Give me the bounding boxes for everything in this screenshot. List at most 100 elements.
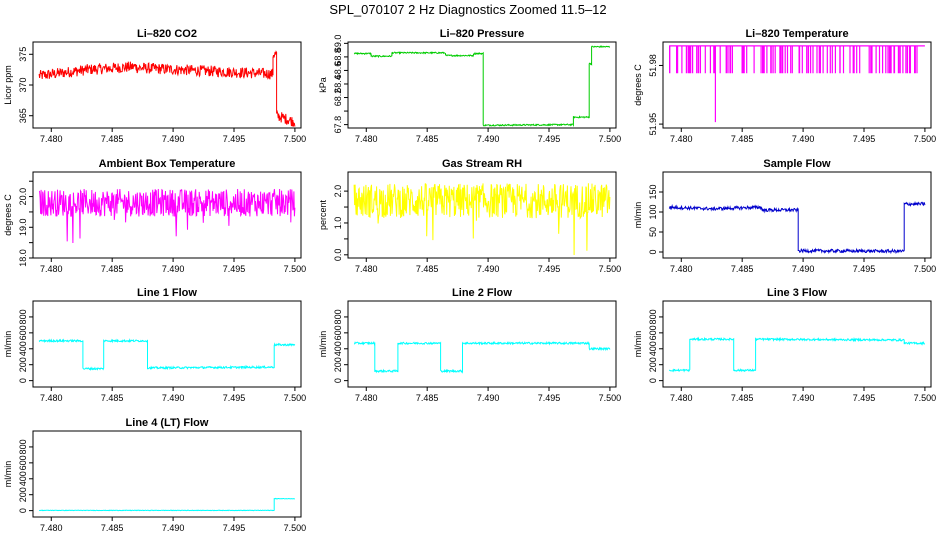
x-tick-label: 7.495	[223, 264, 246, 274]
panel-title: Gas Stream RH	[442, 158, 522, 170]
x-tick-label: 7.490	[477, 264, 500, 274]
y-tick-label: 100	[648, 204, 658, 219]
x-tick-label: 7.500	[599, 393, 622, 403]
y-tick-label: 51.95	[648, 113, 658, 136]
x-tick-label: 7.495	[853, 393, 876, 403]
y-tick-label: 365	[18, 108, 28, 123]
x-tick-label: 7.485	[101, 523, 124, 533]
series-line	[38, 338, 296, 372]
x-tick-label: 7.490	[792, 393, 815, 403]
x-tick-label: 7.485	[101, 393, 124, 403]
y-tick-label: 68.4	[333, 75, 343, 93]
y-tick-label: 400	[333, 341, 343, 356]
series-line	[669, 45, 925, 123]
y-tick-label: 50	[648, 227, 658, 237]
x-tick-label: 7.485	[416, 264, 439, 274]
chart-panel-5: Gas Stream RH 7.480 7.485 7.490 7.495 7.500 0.…	[318, 158, 621, 274]
y-tick-label: 68.8	[333, 48, 343, 66]
panel-title: Li–820 Temperature	[745, 28, 848, 40]
series-line	[38, 188, 296, 244]
panel-title: Sample Flow	[763, 158, 831, 170]
x-tick-label: 7.490	[792, 264, 815, 274]
x-tick-label: 7.490	[162, 134, 185, 144]
chart-panel-3: Li–820 Temperature 7.480 7.485 7.490 7.495 7.…	[633, 28, 936, 144]
y-axis-label: ml/min	[3, 461, 13, 488]
panel-title: Li–820 Pressure	[440, 28, 524, 40]
x-tick-label: 7.495	[538, 264, 561, 274]
x-tick-label: 7.500	[599, 264, 622, 274]
y-tick-label: 0	[18, 378, 28, 383]
chart-panel-1: Li–820 CO2 7.480 7.485 7.490 7.495 7.500 365 37…	[3, 28, 306, 144]
x-tick-label: 7.480	[40, 393, 63, 403]
x-tick-label: 7.485	[416, 393, 439, 403]
series-line	[353, 340, 611, 374]
y-tick-label: 68.6	[333, 62, 343, 80]
x-tick-label: 7.485	[416, 134, 439, 144]
x-tick-label: 7.480	[40, 134, 63, 144]
panel-title: Ambient Box Temperature	[99, 158, 236, 170]
plot-frame	[32, 171, 302, 259]
x-tick-label: 7.500	[284, 264, 307, 274]
y-tick-label: 800	[18, 439, 28, 454]
panel-title: Line 2 Flow	[452, 287, 512, 299]
y-tick-label: 1.0	[333, 217, 343, 230]
y-tick-label: 69.0	[333, 35, 343, 53]
panel-title: Li–820 CO2	[137, 28, 197, 40]
x-tick-label: 7.490	[162, 523, 185, 533]
y-tick-label: 200	[18, 357, 28, 372]
x-tick-label: 7.480	[355, 264, 378, 274]
x-tick-label: 7.480	[355, 393, 378, 403]
y-tick-label: 800	[333, 309, 343, 324]
page-title: SPL_070107 2 Hz Diagnostics Zoomed 11.5–…	[329, 2, 607, 17]
x-tick-label: 7.485	[731, 393, 754, 403]
series-line	[668, 200, 926, 255]
y-tick-label: 200	[333, 357, 343, 372]
plot-frame	[662, 300, 932, 388]
y-tick-label: 0	[333, 378, 343, 383]
x-tick-label: 7.495	[853, 134, 876, 144]
x-tick-label: 7.500	[914, 393, 936, 403]
x-tick-label: 7.485	[101, 134, 124, 144]
panel-title: Line 3 Flow	[767, 287, 827, 299]
series-line	[669, 336, 925, 373]
y-tick-label: 0	[648, 378, 658, 383]
x-tick-label: 7.490	[792, 134, 815, 144]
y-axis-label: ml/min	[633, 331, 643, 358]
y-tick-label: 800	[18, 309, 28, 324]
x-tick-label: 7.485	[731, 264, 754, 274]
panel-title: Line 1 Flow	[137, 287, 197, 299]
y-tick-label: 600	[18, 325, 28, 340]
y-axis-label: ml/min	[633, 202, 643, 229]
series-line	[38, 50, 296, 127]
y-tick-label: 68.2	[333, 89, 343, 107]
y-tick-label: 2.0	[333, 185, 343, 198]
plot-frame	[662, 171, 932, 259]
x-tick-label: 7.500	[914, 134, 936, 144]
chart-panel-8: Line 2 Flow 7.480 7.485 7.490 7.495 7.500 0 200…	[318, 287, 621, 403]
y-tick-label: 67.8	[333, 116, 343, 134]
y-axis-label: degrees C	[3, 194, 13, 236]
x-tick-label: 7.490	[477, 393, 500, 403]
y-tick-label: 150	[648, 184, 658, 199]
y-axis-label: degrees C	[633, 64, 643, 106]
y-tick-label: 400	[648, 341, 658, 356]
series-line	[38, 497, 295, 512]
y-tick-label: 800	[648, 309, 658, 324]
x-tick-label: 7.480	[355, 134, 378, 144]
y-axis-label: ml/min	[318, 331, 328, 358]
chart-panel-2: Li–820 Pressure 7.480 7.485 7.490 7.495 7.500…	[318, 28, 621, 144]
x-tick-label: 7.485	[731, 134, 754, 144]
x-tick-label: 7.495	[223, 134, 246, 144]
y-tick-label: 600	[18, 455, 28, 470]
y-tick-label: 0	[18, 508, 28, 513]
y-tick-label: 370	[18, 77, 28, 92]
x-tick-label: 7.480	[670, 393, 693, 403]
plot-frame	[347, 171, 617, 259]
plot-frame	[32, 430, 302, 518]
chart-panel-7: Line 1 Flow 7.480 7.485 7.490 7.495 7.500 0 200…	[3, 287, 306, 403]
chart-panel-10: Line 4 (LT) Flow 7.480 7.485 7.490 7.495 7.50…	[3, 417, 306, 533]
x-tick-label: 7.480	[40, 523, 63, 533]
x-tick-label: 7.495	[223, 393, 246, 403]
x-tick-label: 7.500	[284, 523, 307, 533]
plot-frame	[32, 41, 302, 129]
